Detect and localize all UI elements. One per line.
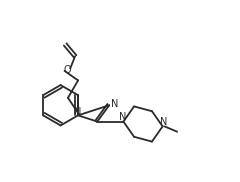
Text: N: N	[160, 117, 168, 127]
Text: O: O	[64, 65, 71, 75]
Text: N: N	[74, 107, 82, 117]
Text: N: N	[119, 112, 126, 122]
Text: N: N	[111, 99, 118, 109]
